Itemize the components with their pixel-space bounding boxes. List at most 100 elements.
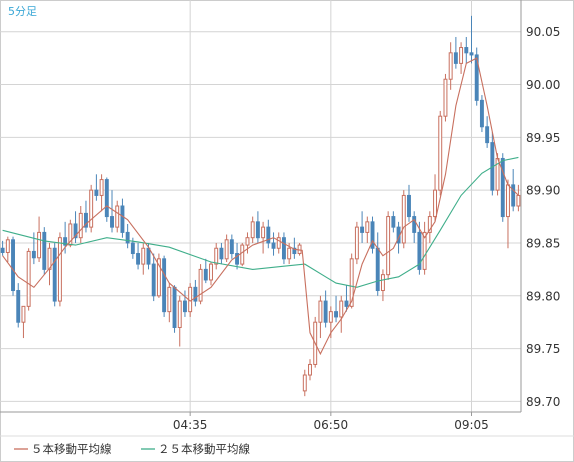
candle-body-77 <box>401 194 406 244</box>
y-tick-label-2: 89.95 <box>526 131 560 145</box>
candle-92 <box>479 95 484 133</box>
candle-body-26 <box>136 253 141 265</box>
candle-42 <box>219 242 224 265</box>
candle-body-87 <box>453 52 458 64</box>
candle-body-43 <box>224 239 229 260</box>
candle-50 <box>261 221 266 254</box>
candle-body-44 <box>229 239 234 255</box>
candle-body-4 <box>21 305 26 323</box>
candle-33 <box>172 285 177 333</box>
candle-4 <box>21 305 26 339</box>
candle-71 <box>370 216 375 254</box>
candle-99 <box>516 184 521 212</box>
candle-body-37 <box>193 286 198 302</box>
candle-90 <box>469 15 474 64</box>
candle-13 <box>68 219 73 248</box>
candle-body-6 <box>31 250 36 259</box>
candle-body-80 <box>417 231 422 270</box>
candle-body-14 <box>73 223 78 239</box>
candle-9 <box>47 242 52 286</box>
candle-body-28 <box>146 247 151 265</box>
candle-body-72 <box>375 247 380 292</box>
candle-73 <box>380 269 385 302</box>
candle-body-18 <box>94 189 99 196</box>
candle-body-31 <box>162 258 167 313</box>
candle-body-81 <box>422 231 427 270</box>
candle-body-22 <box>115 205 120 228</box>
candle-body-45 <box>235 253 240 265</box>
candle-51 <box>266 219 271 249</box>
candle-70 <box>365 216 370 243</box>
candle-15 <box>78 206 83 243</box>
candle-body-67 <box>349 258 354 307</box>
candle-body-39 <box>203 268 208 281</box>
candle-body-75 <box>391 216 396 228</box>
candle-22 <box>115 200 120 233</box>
candle-74 <box>386 211 391 280</box>
candle-69 <box>360 211 365 243</box>
candle-62 <box>323 290 328 328</box>
candle-21 <box>110 190 114 233</box>
candle-91 <box>474 47 479 106</box>
candle-body-10 <box>52 247 57 302</box>
candle-44 <box>229 234 234 259</box>
candle-24 <box>125 223 130 249</box>
candle-body-29 <box>151 263 156 297</box>
candle-57 <box>297 242 302 256</box>
grid-lines <box>0 0 521 412</box>
candle-body-73 <box>380 274 385 292</box>
candle-body-24 <box>125 231 130 244</box>
candle-body-74 <box>386 216 391 276</box>
y-tick-label-5: 89.80 <box>526 289 560 303</box>
candle-16 <box>84 200 88 233</box>
candle-61 <box>318 295 323 339</box>
candle-52 <box>271 232 276 256</box>
candle-89 <box>464 36 469 64</box>
candle-body-47 <box>245 237 250 246</box>
x-tick-label-1: 06:50 <box>314 418 349 432</box>
candle-58 <box>302 369 307 397</box>
candle-body-63 <box>328 311 333 323</box>
candle-75 <box>391 211 396 233</box>
candle-20 <box>104 177 109 222</box>
candle-48 <box>250 216 255 243</box>
y-tick-label-0: 90.05 <box>526 25 560 39</box>
y-tick-label-3: 89.90 <box>526 184 560 198</box>
candle-41 <box>214 242 219 270</box>
candle-body-88 <box>459 47 464 64</box>
x-axis-ticks: 04:35 06:50 09:05 <box>173 412 489 432</box>
candle-10 <box>52 242 57 307</box>
candle-body-51 <box>266 226 271 244</box>
legend: ５本移動平均線 ２５本移動平均線 <box>14 442 250 456</box>
candle-body-9 <box>47 247 52 270</box>
candle-body-54 <box>281 237 286 260</box>
candle-11 <box>57 232 62 307</box>
candle-3 <box>16 283 21 328</box>
candle-body-84 <box>438 115 443 191</box>
legend-label-0: ５本移動平均線 <box>31 442 112 456</box>
candle-body-89 <box>464 47 469 54</box>
legend-label-1: ２５本移動平均線 <box>158 442 250 456</box>
candle-32 <box>167 283 172 323</box>
candle-81 <box>422 221 427 275</box>
candle-38 <box>198 264 203 305</box>
candle-body-90 <box>469 52 474 56</box>
x-tick-label-2: 09:05 <box>454 418 489 432</box>
candle-47 <box>245 232 250 254</box>
candle-46 <box>240 242 245 267</box>
candle-35 <box>182 290 187 317</box>
candle-body-55 <box>287 247 292 260</box>
candle-84 <box>438 110 443 196</box>
candle-body-66 <box>344 300 349 307</box>
candle-body-19 <box>99 179 104 196</box>
candle-body-53 <box>276 237 281 249</box>
candle-39 <box>203 258 208 284</box>
candle-0 <box>0 240 5 256</box>
candle-12 <box>63 221 68 254</box>
candle-body-3 <box>16 290 21 323</box>
candle-26 <box>136 242 141 270</box>
candle-40 <box>209 261 213 286</box>
candle-2 <box>11 236 15 296</box>
